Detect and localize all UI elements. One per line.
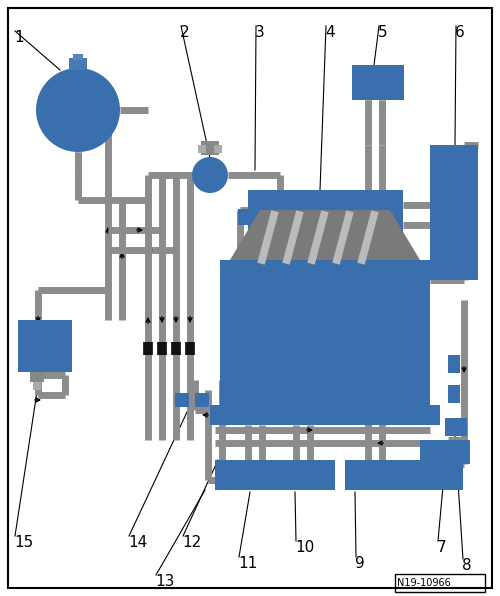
Text: 13: 13 [155, 574, 174, 589]
Bar [352, 65, 404, 100]
Bar [201, 141, 219, 155]
Bar [335, 460, 345, 490]
Bar [73, 54, 83, 60]
Circle shape [36, 68, 120, 152]
Bar [33, 382, 41, 390]
Text: 9: 9 [355, 556, 365, 571]
Bar [175, 393, 189, 407]
Text: 4: 4 [325, 25, 334, 40]
Bar [210, 405, 440, 425]
Bar [430, 145, 478, 280]
Text: 1: 1 [14, 30, 24, 45]
Bar [448, 385, 460, 403]
Text: 6: 6 [455, 25, 465, 40]
Text: 7: 7 [437, 540, 446, 555]
Bar [69, 58, 87, 70]
Text: 11: 11 [238, 556, 257, 571]
Text: 8: 8 [462, 558, 471, 573]
Bar [238, 209, 250, 225]
Bar [195, 393, 209, 407]
Bar [395, 574, 485, 592]
Text: 10: 10 [295, 540, 314, 555]
Bar [420, 440, 470, 464]
Bar [448, 355, 460, 373]
Bar [445, 418, 467, 436]
Bar [248, 190, 403, 245]
Text: 15: 15 [14, 535, 33, 550]
Circle shape [192, 157, 228, 193]
Polygon shape [230, 210, 420, 260]
Bar [214, 145, 222, 153]
Bar [220, 260, 430, 405]
Text: 5: 5 [378, 25, 388, 40]
Bar [18, 320, 72, 372]
Bar [215, 460, 463, 490]
Text: 2: 2 [180, 25, 190, 40]
Text: N19-10966: N19-10966 [397, 578, 451, 588]
Bar [30, 372, 44, 382]
Text: 3: 3 [255, 25, 265, 40]
Text: 14: 14 [128, 535, 147, 550]
Bar [198, 145, 206, 153]
Text: 12: 12 [182, 535, 201, 550]
